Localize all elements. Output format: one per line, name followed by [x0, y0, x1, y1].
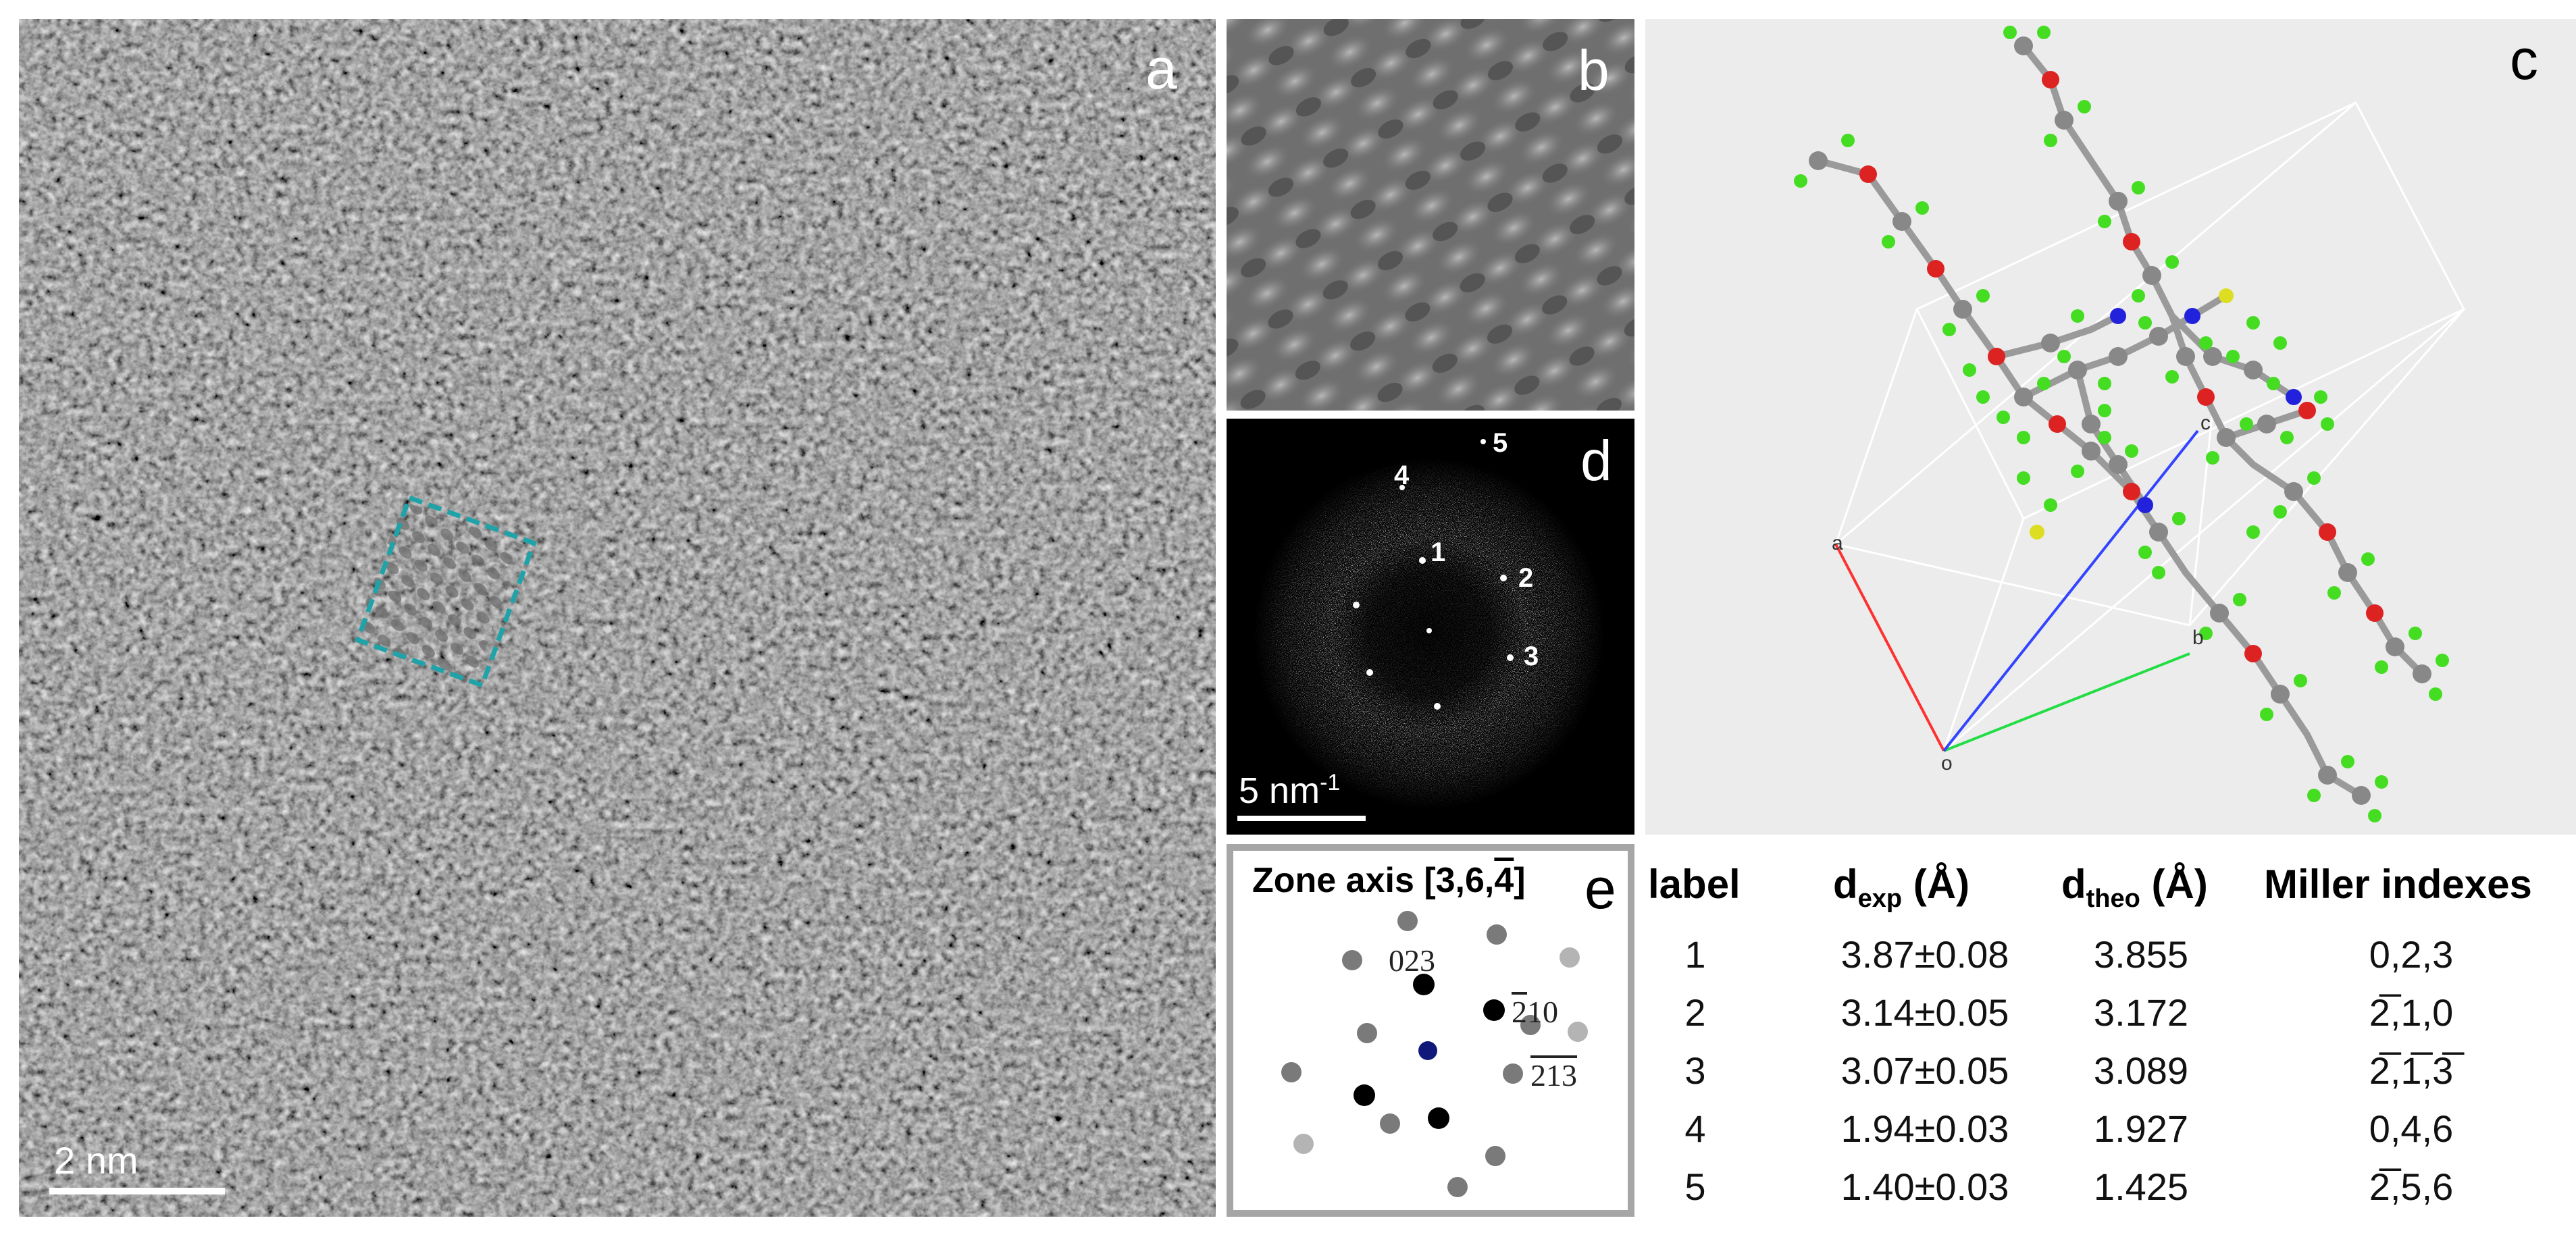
axis-label-o: o — [1941, 752, 1953, 774]
roi-box — [355, 494, 537, 689]
scalebar-label-a: 2 nm — [54, 1139, 138, 1182]
diffraction-spots — [1281, 911, 1588, 1197]
table-cell-dtheo: 3.855 — [2093, 933, 2189, 976]
fft-spot-label-3: 3 — [1524, 641, 1539, 671]
table-cell-dtheo: 1.927 — [2093, 1107, 2189, 1150]
fft-image — [1227, 419, 1634, 835]
panel-label-a: a — [1145, 37, 1177, 101]
molecule-atoms — [1794, 26, 2449, 822]
fft-spot-label-2: 2 — [1518, 563, 1534, 593]
table-cell-dexp: 3.14±0.05 — [1840, 991, 2009, 1034]
spot-label-023: 023 — [1389, 943, 1435, 978]
table-cell-miller: 2̅,1̅,3̅ — [2369, 1049, 2454, 1092]
table-cell-label: 4 — [1684, 1107, 1706, 1150]
header-dtheo: dtheo (Å) — [2061, 862, 2208, 913]
unit-cell-edges — [1834, 101, 2465, 752]
central-spot — [1418, 1041, 1437, 1060]
zone-axis-title: Zone axis [3,6,4] — [1252, 861, 1526, 900]
spot-label-213: 213 — [1530, 1058, 1577, 1093]
table-cell-dexp: 1.94±0.03 — [1840, 1107, 2009, 1150]
table-cell-miller: 2̅,5,6 — [2369, 1165, 2454, 1208]
axis-label-b: b — [2192, 627, 2204, 649]
panel-label-e: e — [1585, 857, 1616, 920]
table-cell-miller: 2̅,1,0 — [2369, 991, 2454, 1034]
scalebar-label-d: 5 nm-1 — [1239, 770, 1341, 811]
fft-panel: 1 2 3 4 5 5 nm-1 d — [1227, 419, 1634, 835]
fft-spot-label-5: 5 — [1493, 428, 1508, 458]
table-cell-dexp: 3.07±0.05 — [1840, 1049, 2009, 1092]
crystal-structure-panel: a b c o c — [1645, 19, 2576, 835]
panel-label-c: c — [2510, 28, 2538, 91]
table-cell-dexp: 3.87±0.08 — [1840, 933, 2009, 976]
spot-label-210: 210 — [1512, 995, 1558, 1029]
fft-spots — [1353, 439, 1514, 710]
filtered-lattice-image — [1227, 19, 1634, 411]
d-spacing-table: label dexp (Å) dtheo (Å) Miller indexes … — [1648, 847, 2576, 1235]
cell-axis-c — [1942, 429, 2199, 752]
table-cell-dtheo: 3.172 — [2093, 991, 2189, 1034]
table-cell-label: 1 — [1684, 933, 1706, 976]
axis-label-c: c — [2200, 412, 2211, 434]
header-label: label — [1648, 862, 1741, 907]
axis-label-a: a — [1832, 532, 1843, 554]
table-cell-label: 3 — [1684, 1049, 1706, 1092]
table-cell-dexp: 1.40±0.03 — [1840, 1165, 2009, 1208]
cell-axis-b — [1943, 652, 2190, 752]
hrtem-image-panel: 2 nm a — [19, 19, 1216, 1217]
table-cell-miller: 0,4,6 — [2369, 1107, 2454, 1150]
panel-label-b: b — [1578, 38, 1609, 102]
filtered-lattice-panel: b — [1227, 19, 1634, 411]
table-cell-label: 5 — [1684, 1165, 1706, 1208]
header-miller: Miller indexes — [2264, 862, 2532, 907]
hrtem-noise-image — [19, 19, 1216, 1217]
table-cell-label: 2 — [1684, 991, 1706, 1034]
zone-axis-panel: Zone axis [3,6,4] 023 210 213 e — [1227, 844, 1634, 1217]
table-cell-miller: 0,2,3 — [2369, 933, 2454, 976]
unit-cell-diagram — [1794, 26, 2465, 822]
cell-axis-a — [1834, 544, 1945, 752]
panel-label-d: d — [1580, 429, 1612, 492]
table-cell-dtheo: 1.425 — [2093, 1165, 2189, 1208]
header-dexp: dexp (Å) — [1833, 862, 1970, 913]
fft-spot-label-4: 4 — [1394, 461, 1410, 490]
table-cell-dtheo: 3.089 — [2093, 1049, 2189, 1092]
fft-spot-label-1: 1 — [1431, 537, 1446, 567]
